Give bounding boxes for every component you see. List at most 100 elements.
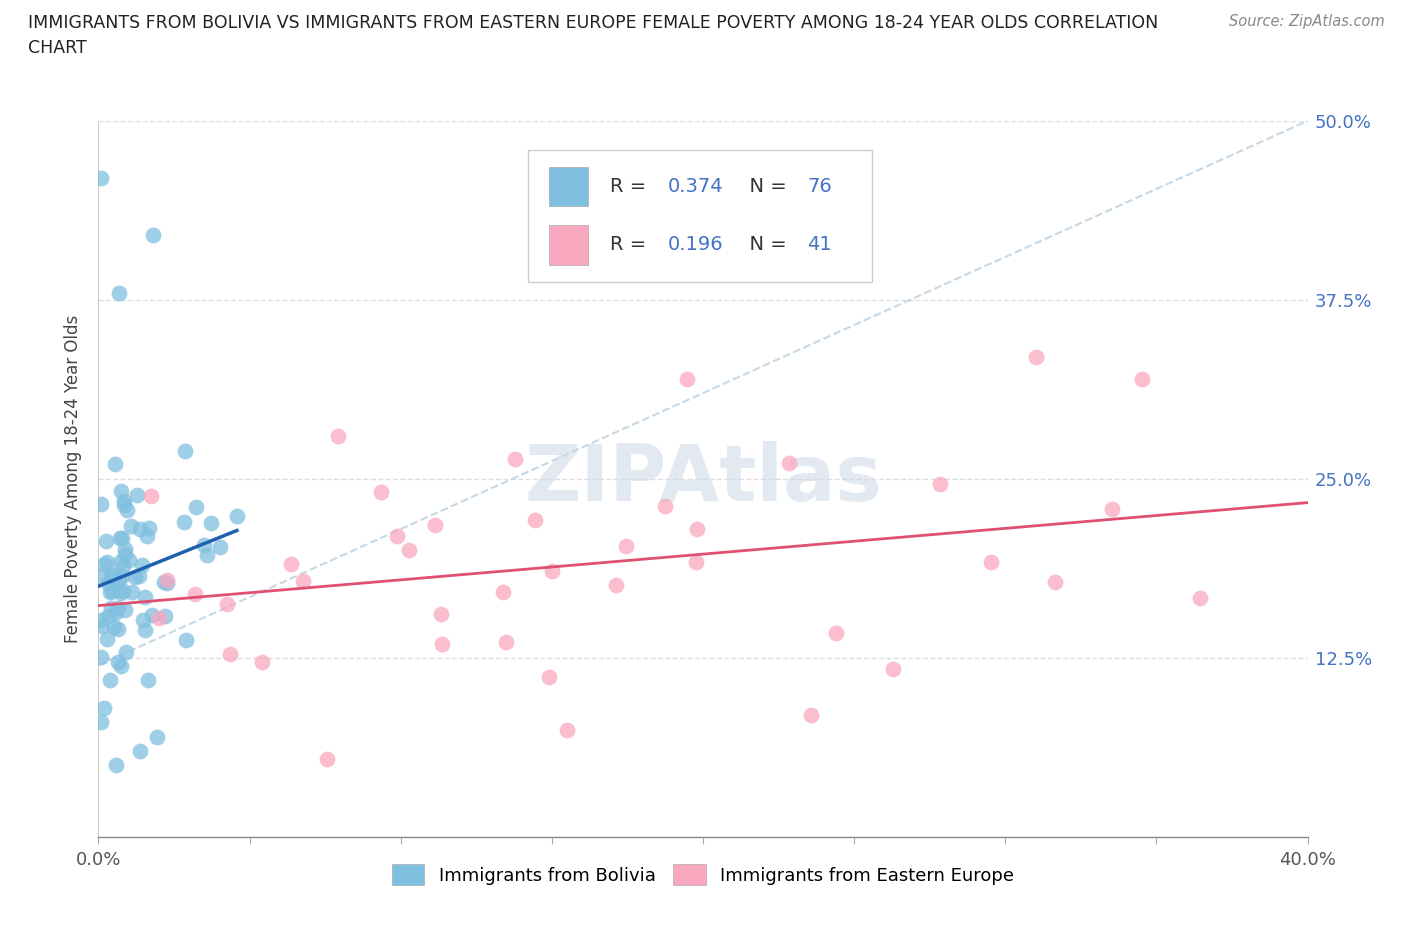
Point: [98, 672, 121, 687]
Point: [117, 502, 139, 517]
Point: [114, 541, 136, 556]
Point: [134, 623, 156, 638]
Point: [132, 613, 155, 628]
Point: [112, 498, 135, 512]
Point: [174, 444, 197, 458]
Point: [614, 538, 637, 553]
Text: R =: R =: [610, 177, 652, 196]
Point: [432, 637, 454, 652]
Text: 0.196: 0.196: [668, 235, 724, 255]
Text: Source: ZipAtlas.com: Source: ZipAtlas.com: [1229, 14, 1385, 29]
Point: [676, 371, 699, 386]
Point: [110, 484, 132, 498]
Point: [110, 569, 132, 584]
Text: 0.374: 0.374: [668, 177, 724, 196]
Bar: [550, 167, 588, 206]
Point: [115, 644, 138, 659]
Point: [110, 586, 132, 601]
Point: [193, 538, 215, 552]
Point: [523, 512, 546, 527]
Point: [107, 655, 129, 670]
Point: [315, 751, 337, 766]
Point: [101, 567, 124, 582]
Point: [370, 485, 392, 499]
Point: [90, 497, 112, 512]
Point: [128, 744, 150, 759]
Point: [124, 569, 146, 584]
Text: ZIPAtlas: ZIPAtlas: [524, 441, 882, 517]
Point: [1025, 350, 1047, 365]
Point: [120, 519, 142, 534]
Point: [114, 547, 136, 562]
Point: [184, 499, 207, 514]
Point: [112, 494, 135, 509]
Point: [200, 515, 222, 530]
Point: [110, 531, 132, 546]
Text: 76: 76: [807, 177, 832, 196]
Point: [107, 621, 129, 636]
Point: [111, 531, 134, 546]
Point: [195, 548, 218, 563]
Point: [101, 584, 124, 599]
Point: [90, 171, 112, 186]
Point: [1189, 591, 1212, 605]
Point: [183, 586, 205, 601]
Point: [292, 574, 315, 589]
Point: [107, 601, 129, 616]
Point: [155, 608, 177, 623]
Point: [110, 658, 132, 673]
Point: [90, 650, 112, 665]
Point: [225, 508, 247, 523]
Point: [138, 521, 160, 536]
Point: [93, 557, 115, 572]
Point: [103, 619, 125, 634]
Text: N =: N =: [737, 177, 793, 196]
Point: [173, 515, 195, 530]
Point: [882, 662, 904, 677]
Point: [505, 452, 527, 467]
Point: [398, 543, 420, 558]
Point: [654, 498, 676, 513]
Point: [136, 528, 159, 543]
Point: [326, 429, 349, 444]
Point: [385, 529, 408, 544]
Point: [928, 476, 950, 491]
Point: [156, 576, 179, 591]
Point: [218, 646, 240, 661]
Point: [252, 655, 274, 670]
FancyBboxPatch shape: [527, 150, 872, 282]
Point: [1043, 575, 1066, 590]
Point: [107, 573, 129, 588]
Point: [800, 708, 823, 723]
Point: [114, 603, 136, 618]
Point: [605, 578, 627, 592]
Point: [100, 601, 122, 616]
Point: [136, 672, 159, 687]
Point: [121, 584, 143, 599]
Point: [208, 539, 231, 554]
Point: [101, 568, 124, 583]
Point: [104, 457, 127, 472]
Point: [104, 578, 127, 592]
Point: [980, 554, 1002, 569]
Point: [129, 522, 152, 537]
Point: [97, 609, 120, 624]
Point: [280, 556, 302, 571]
Point: [174, 632, 197, 647]
Text: N =: N =: [737, 235, 793, 255]
Point: [1130, 371, 1153, 386]
Point: [156, 573, 179, 588]
Point: [128, 568, 150, 583]
Point: [127, 487, 149, 502]
Point: [96, 555, 118, 570]
Text: 41: 41: [807, 235, 832, 255]
Y-axis label: Female Poverty Among 18-24 Year Olds: Female Poverty Among 18-24 Year Olds: [65, 315, 83, 643]
Point: [778, 455, 800, 470]
Point: [90, 613, 112, 628]
Point: [94, 533, 117, 548]
Point: [118, 552, 141, 567]
Text: IMMIGRANTS FROM BOLIVIA VS IMMIGRANTS FROM EASTERN EUROPE FEMALE POVERTY AMONG 1: IMMIGRANTS FROM BOLIVIA VS IMMIGRANTS FR…: [28, 14, 1159, 57]
Point: [104, 605, 127, 620]
Point: [429, 607, 451, 622]
Point: [97, 576, 120, 591]
